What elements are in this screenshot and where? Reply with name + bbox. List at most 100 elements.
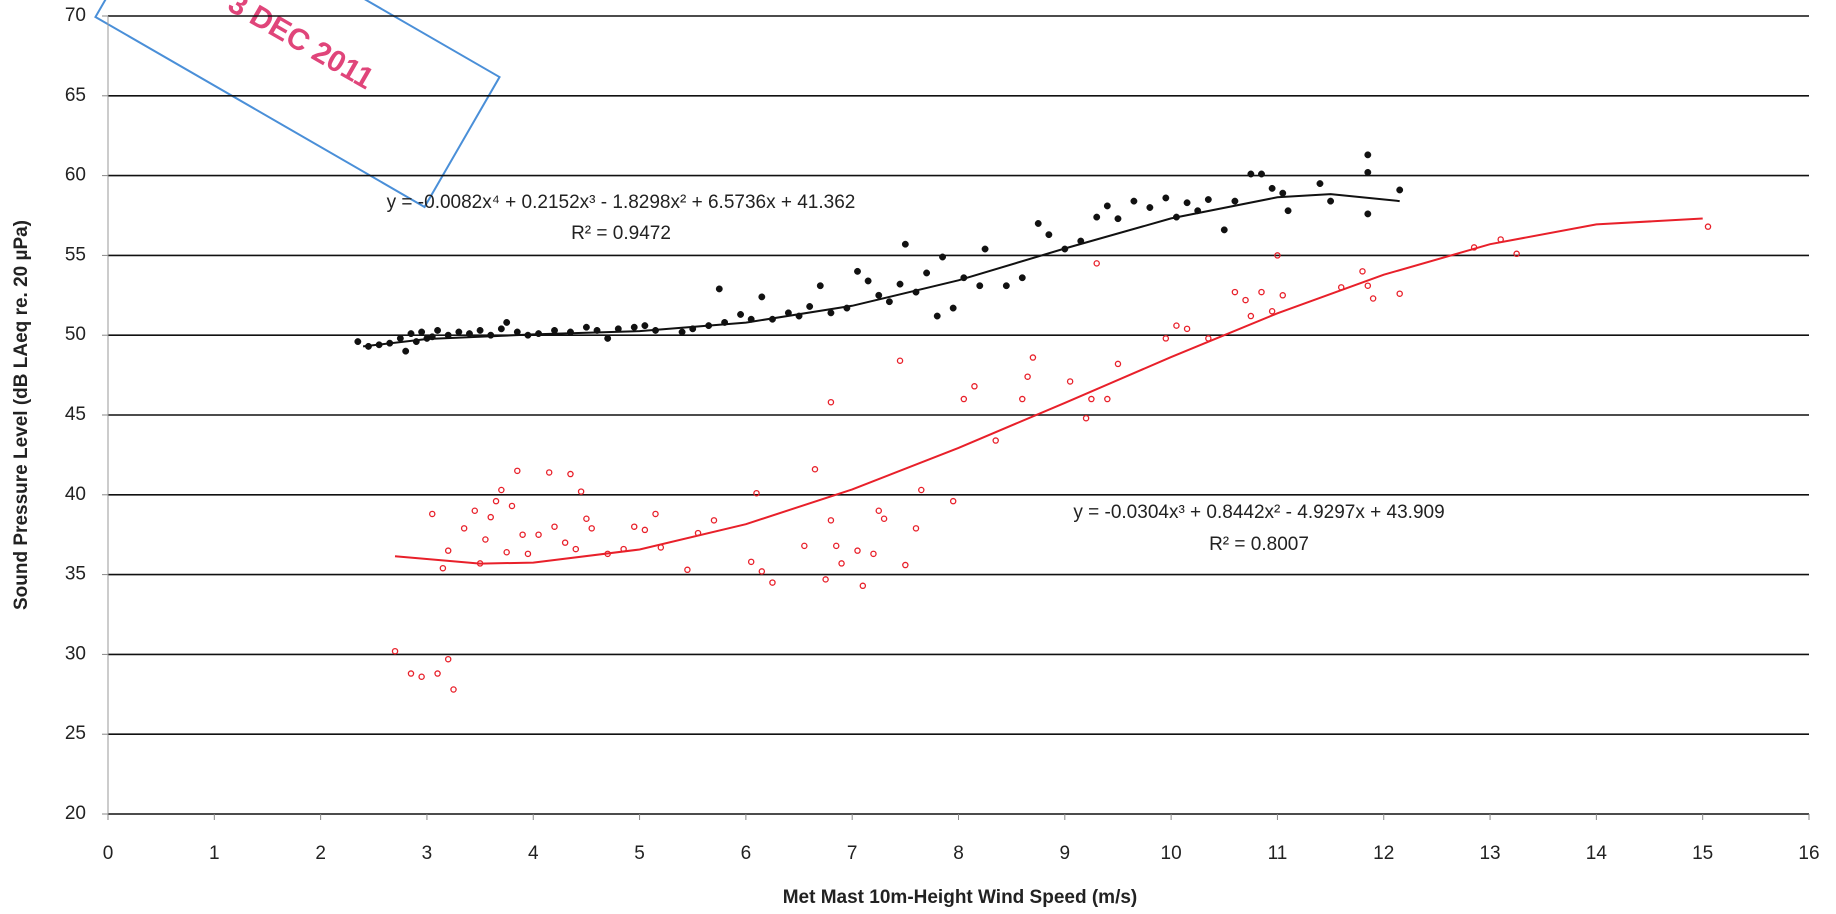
data-point: [1247, 170, 1255, 178]
data-point: [444, 655, 452, 663]
data-point: [801, 542, 808, 550]
data-point: [1114, 215, 1122, 223]
data-point: [1034, 220, 1042, 227]
data-point: [1279, 189, 1287, 197]
data-point: [737, 311, 745, 318]
data-point: [827, 309, 835, 317]
data-point: [561, 539, 569, 546]
x-tick-label: 8: [953, 843, 964, 864]
data-point: [854, 547, 861, 554]
data-point: [827, 517, 835, 524]
data-point: [604, 334, 612, 342]
data-point: [354, 338, 362, 346]
data-point: [476, 326, 484, 334]
data-point: [949, 497, 957, 505]
data-point: [1513, 250, 1520, 258]
y-tick-label: 55: [65, 244, 86, 265]
data-point: [1103, 202, 1111, 210]
data-point: [498, 486, 505, 494]
data-point: [875, 507, 883, 515]
data-point: [630, 323, 638, 331]
data-point: [1183, 325, 1191, 333]
data-point: [939, 253, 947, 261]
data-point: [678, 328, 686, 336]
y-tick-label: 35: [65, 564, 86, 585]
y-tick-label: 70: [65, 5, 86, 26]
data-point: [822, 576, 829, 583]
data-point: [471, 507, 479, 515]
data-point: [1364, 282, 1372, 289]
x-tick-label: 1: [209, 843, 220, 864]
data-point: [1268, 308, 1276, 315]
data-point: [630, 523, 638, 530]
data-point: [1002, 282, 1010, 290]
x-tick-label: 13: [1479, 843, 1500, 864]
data-point: [864, 277, 872, 285]
data-point: [588, 525, 595, 532]
y-tick-label: 30: [65, 643, 86, 664]
data-point: [981, 245, 989, 253]
data-point: [497, 325, 505, 333]
data-point: [715, 285, 723, 293]
data-point: [901, 240, 909, 248]
data-point: [487, 513, 494, 521]
data-point: [1162, 194, 1170, 202]
data-point: [1284, 207, 1292, 215]
data-point: [880, 515, 888, 522]
data-point: [896, 357, 904, 364]
data-point: [832, 542, 840, 550]
data-point: [407, 330, 415, 338]
stamp-text: 3 DEC 2011: [222, 0, 379, 96]
y-tick-label: 60: [65, 165, 86, 186]
trend-equation: y = -0.0304x³ + 0.8442x² - 4.9297x + 43.…: [1073, 502, 1444, 523]
data-point: [519, 531, 526, 538]
data-point: [1231, 288, 1239, 296]
data-point: [429, 510, 436, 518]
y-tick-label: 65: [65, 85, 86, 106]
data-point: [407, 670, 415, 677]
data-point: [870, 550, 877, 558]
trend-r2: R² = 0.8007: [1209, 534, 1309, 555]
data-point: [1359, 268, 1366, 275]
data-point: [758, 293, 766, 301]
data-point: [514, 467, 521, 475]
data-point: [1029, 354, 1037, 361]
data-point: [508, 502, 516, 510]
data-point: [806, 303, 814, 310]
data-point: [747, 558, 755, 566]
data-point: [582, 323, 590, 331]
data-point: [758, 568, 766, 575]
x-tick-label: 15: [1692, 843, 1713, 864]
data-point: [875, 291, 883, 299]
data-point: [567, 470, 574, 478]
data-point: [827, 398, 835, 406]
data-point: [524, 550, 532, 558]
data-point: [1396, 186, 1404, 194]
data-point: [1019, 395, 1026, 403]
data-point: [1704, 223, 1712, 230]
data-point: [1162, 335, 1170, 342]
stamp-frame: [94, 0, 501, 209]
y-tick-label: 45: [65, 404, 86, 425]
x-tick-label: 2: [315, 843, 326, 864]
y-tick-label: 50: [65, 324, 86, 345]
data-point: [1024, 373, 1031, 380]
x-tick-label: 6: [741, 843, 752, 864]
data-point: [1220, 226, 1228, 234]
x-axis-title: Met Mast 10m-Height Wind Speed (m/s): [783, 887, 1138, 908]
trendline: [362, 193, 1400, 348]
trend-equation: y = -0.0082x⁴ + 0.2152x³ - 1.8298x² + 6.…: [387, 192, 856, 213]
data-point: [1364, 151, 1372, 159]
data-point: [641, 322, 649, 330]
data-point: [854, 267, 861, 275]
data-point: [545, 469, 553, 476]
data-point: [460, 525, 468, 532]
y-tick-label: 20: [65, 803, 86, 824]
data-point: [418, 673, 425, 680]
data-point: [902, 561, 909, 569]
data-point: [1093, 213, 1101, 221]
y-tick-label: 25: [65, 723, 86, 744]
data-point: [652, 510, 659, 518]
trendline: [394, 217, 1703, 565]
